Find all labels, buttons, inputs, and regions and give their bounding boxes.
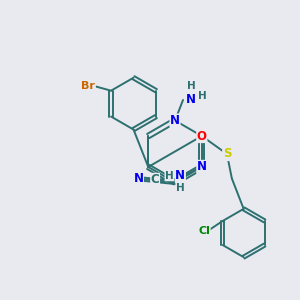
Text: S: S bbox=[223, 148, 231, 160]
Text: N: N bbox=[186, 93, 196, 106]
Text: N: N bbox=[134, 172, 143, 184]
Text: Cl: Cl bbox=[198, 226, 210, 236]
Text: H: H bbox=[176, 182, 185, 193]
Text: N: N bbox=[175, 169, 185, 182]
Text: C: C bbox=[151, 173, 160, 186]
Text: O: O bbox=[197, 130, 207, 142]
Text: Br: Br bbox=[82, 81, 95, 91]
Text: N: N bbox=[197, 160, 207, 173]
Text: H: H bbox=[198, 92, 206, 101]
Text: H: H bbox=[165, 171, 174, 181]
Text: H: H bbox=[187, 81, 196, 91]
Text: N: N bbox=[170, 114, 180, 127]
